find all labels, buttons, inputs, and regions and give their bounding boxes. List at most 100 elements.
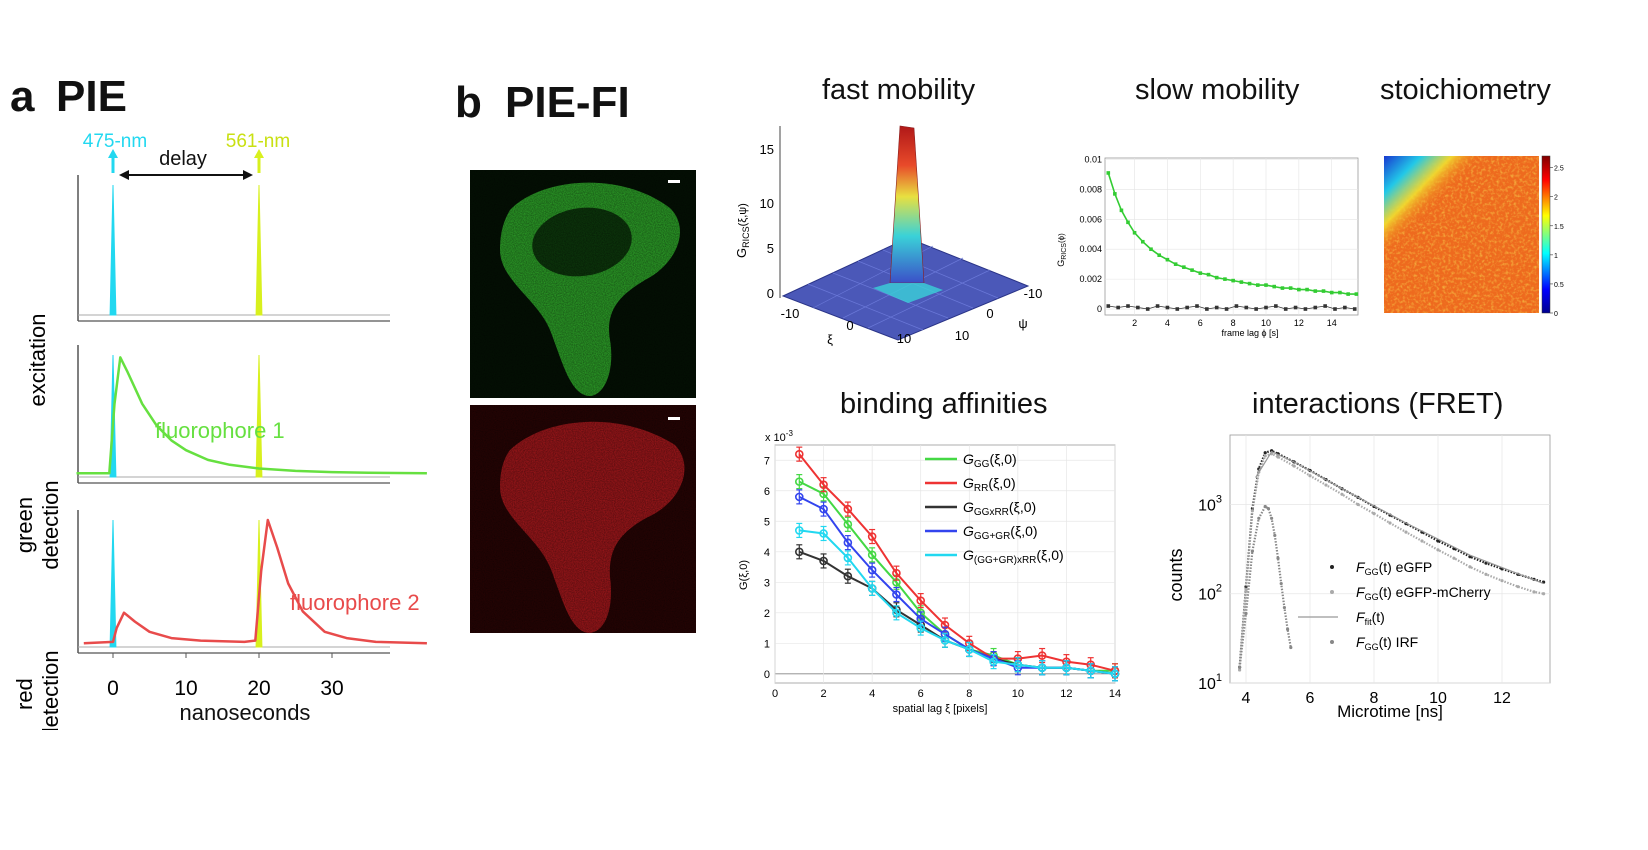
fast-ztick-10: 10 [760,196,774,211]
fret-y-label: counts [1166,548,1186,601]
slow-point-0-29 [1338,290,1342,295]
binding-x-label: spatial lag ξ [pixels] [893,703,988,715]
binding-point-0-3 [867,550,877,560]
slow-point-0-27 [1321,289,1326,293]
slow-point-1-8 [1185,305,1189,310]
binding-ytick-3: 3 [764,577,770,589]
slow-ytick-3: 0.006 [1079,214,1102,224]
fret-legend-swatch-3 [1330,640,1334,644]
slow-xtick-0: 2 [1132,318,1137,328]
binding-legend-label-1: GRR(ξ,0) [963,475,1016,494]
cbar-tick-label-0: 0 [1554,311,1558,317]
fret-point-1-18 [1468,565,1472,569]
cbar-tick-label-5: 2.5 [1554,166,1564,173]
panel-a-letter: a [10,72,35,121]
slow-point-0-15 [1223,277,1227,281]
slow-ytick-2: 0.004 [1079,244,1102,254]
fast-mobility-surface: GRICS(ξ,ψ) 0 5 10 15 -10 0 10 -10 0 10 ξ… [734,125,1043,347]
slow-mobility-chart: 0 0.002 0.004 0.006 0.008 0.01 2 4 6 8 10 12 14 GRIC… [1056,154,1359,338]
fret-point-1-17 [1452,556,1456,560]
fret-legend: FGG(t) eGFP FGG(t) eGFP-mCherry Ffit(t) FGG… [1298,559,1491,652]
binding-point-1-3 [867,532,877,541]
fret-legend-label-1: FGG(t) eGFP-mCherry [1356,584,1491,602]
slow-point-1-24 [1343,305,1347,310]
binding-point-4-7 [964,645,974,654]
fret-point-1-15 [1420,539,1424,543]
slow-point-1-20 [1303,307,1308,311]
binding-point-1-2 [843,504,853,514]
binding-xtick-7: 14 [1109,688,1121,700]
slow-point-1-19 [1293,305,1298,310]
binding-point-4-9 [1013,660,1023,669]
binding-point-3-1 [819,504,828,514]
green-cell-image [470,170,696,398]
slow-point-0-1 [1113,192,1117,196]
fret-point-1-2 [1250,509,1254,513]
fret-series-1 [1238,452,1544,671]
fast-ztick-0: 0 [767,286,774,301]
binding-legend: GGG(ξ,0) GRR(ξ,0) GGGxRR(ξ,0) GGG+GR(ξ,0) G(… [925,451,1064,566]
panel-b-title: PIE-FI [505,78,630,127]
row-label-red-1: red [12,678,37,710]
slow-point-0-4 [1132,230,1137,235]
binding-point-1-4 [892,568,901,578]
delay-arrowhead-right [243,170,253,180]
fluorophore-1-label: fluorophore 1 [155,418,285,443]
fret-ytick-0: 101 [1198,672,1222,693]
fret-ytick-1: 102 [1198,583,1222,604]
binding-ytick-4: 4 [764,547,770,559]
pie-xtick-20: 20 [247,677,270,700]
delay-label: delay [159,148,207,170]
binding-ytick-0: 0 [764,669,770,681]
cbar-tick-label-1: 0.5 [1554,282,1564,289]
binding-point-4-0 [794,526,804,535]
fret-point-3-0 [1238,665,1242,669]
fret-point-3-5 [1266,506,1270,511]
fret-point-1-16 [1436,548,1440,552]
fast-psi-tick-b: 0 [986,306,993,321]
slow-ytick-4: 0.008 [1079,184,1102,194]
slow-point-0-23 [1288,286,1293,290]
fret-legend-label-2: Ffit(t) [1356,609,1385,627]
slow-point-1-14 [1244,305,1249,310]
slow-point-1-23 [1333,307,1337,311]
fret-point-3-3 [1257,516,1261,520]
row-label-green-1: green [12,497,37,553]
binding-legend-label-4: G(GG+GR)xRR(ξ,0) [963,547,1064,566]
fret-x-label: Microtime [ns] [1337,702,1443,721]
fret-legend-label-3: FGG(t) IRF [1356,634,1418,652]
slow-point-1-0 [1106,304,1111,308]
cbar-tick-label-3: 1.5 [1554,224,1564,231]
heatmap-corner [1384,156,1539,313]
fast-psi-tick-c: 10 [955,328,969,343]
binding-y-multiplier: x 10-3 [765,429,793,444]
binding-xtick-2: 4 [869,688,875,700]
slow-point-0-28 [1329,290,1334,295]
fret-point-3-2 [1250,549,1254,553]
slow-point-1-7 [1175,307,1180,311]
slow-point-0-11 [1190,268,1194,272]
fret-point-1-23 [1542,592,1546,596]
fret-point-1-10 [1340,492,1344,496]
slow-xtick-4: 10 [1261,318,1271,328]
title-binding-affinities: binding affinities [840,388,1048,420]
binding-point-2-1 [819,556,828,566]
fast-z-label: GRICS(ξ,ψ) [734,203,751,258]
fret-point-0-4 [1263,451,1267,455]
fret-point-3-4 [1263,504,1267,509]
pie-peak-2-0 [109,519,117,648]
slow-series-line-1 [1108,305,1355,310]
binding-point-0-0 [794,477,804,486]
fret-xtick-2: 8 [1370,690,1379,707]
slow-point-1-16 [1264,305,1268,310]
fret-point-3-9 [1279,581,1283,586]
fast-psi-tick-a: -10 [1024,286,1043,301]
slow-point-0-9 [1173,262,1178,266]
pie-xtick-30: 30 [320,677,343,700]
binding-point-4-3 [867,584,877,593]
fret-point-1-14 [1404,530,1408,534]
slow-point-0-12 [1198,271,1203,275]
slow-point-1-2 [1126,304,1130,308]
fast-xi-label: ξ [827,332,833,347]
slow-point-1-21 [1313,305,1318,310]
